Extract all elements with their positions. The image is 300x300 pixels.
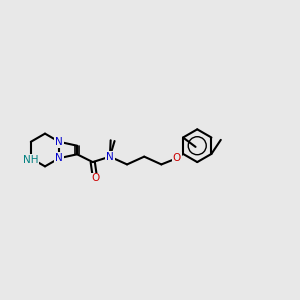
Text: N: N: [106, 152, 114, 162]
Text: O: O: [173, 153, 181, 163]
Text: N: N: [55, 153, 63, 163]
Text: N: N: [55, 137, 63, 147]
Text: NH: NH: [23, 155, 39, 165]
Text: O: O: [91, 173, 99, 184]
